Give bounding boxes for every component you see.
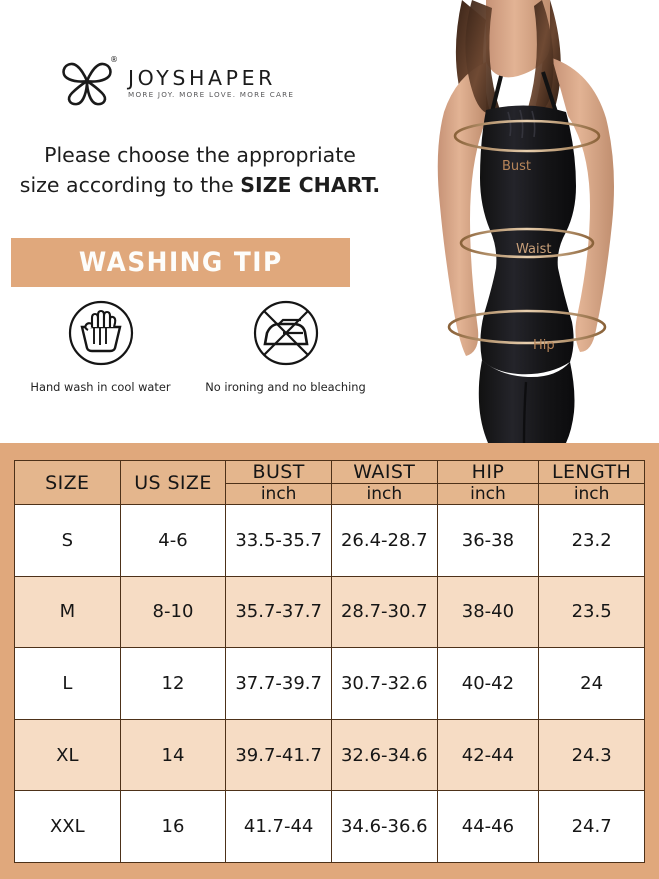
table-row: S 4-6 33.5-35.7 26.4-28.7 36-38 23.2	[14, 504, 645, 577]
cell-hip: 40-42	[436, 647, 540, 720]
table-row: XL 14 39.7-41.7 32.6-34.6 42-44 24.3	[14, 718, 645, 792]
cell-length: 24.7	[538, 790, 645, 863]
cell-us: 16	[119, 790, 227, 863]
measurement-label-bust: Bust	[502, 159, 531, 174]
brand-logo-text: JOYSHAPER MORE JOY. MORE LOVE. MORE CARE	[128, 64, 294, 99]
care-item-no-iron: No ironing and no bleaching	[193, 300, 378, 410]
cell-us: 8-10	[119, 575, 227, 649]
cell-us: 14	[119, 718, 227, 792]
butterfly-loops-logo-icon: ®	[58, 55, 118, 107]
header-unit-waist: inch	[330, 483, 438, 505]
cell-bust: 41.7-44	[225, 790, 332, 863]
left-info-column: ® JOYSHAPER MORE JOY. MORE LOVE. MORE CA…	[0, 0, 400, 443]
cell-length: 24.3	[538, 718, 645, 792]
brand-name: JOYSHAPER	[128, 65, 276, 90]
table-body: S 4-6 33.5-35.7 26.4-28.7 36-38 23.2 M 8…	[14, 504, 645, 863]
cell-size: XL	[14, 718, 121, 792]
table-head: SIZE US SIZE BUST WAIST HIP LENGTH inch …	[14, 460, 645, 505]
cell-length: 23.5	[538, 575, 645, 649]
header-bust: BUST	[225, 460, 332, 484]
care-instructions: Hand wash in cool water No ironing and n…	[0, 300, 390, 410]
registered-mark: ®	[110, 55, 118, 64]
header-unit-bust: inch	[225, 483, 332, 505]
cell-us: 12	[119, 647, 227, 720]
table-row: XXL 16 41.7-44 34.6-36.6 44-46 24.7	[14, 790, 645, 863]
table-row: M 8-10 35.7-37.7 28.7-30.7 38-40 23.5	[14, 575, 645, 649]
size-chart-emphasis: SIZE CHART.	[240, 173, 381, 197]
header-length: LENGTH	[538, 460, 645, 484]
cell-bust: 35.7-37.7	[225, 575, 332, 649]
heading-line-2-prefix: size according to the	[19, 173, 241, 197]
hand-wash-icon	[68, 300, 134, 370]
cell-size: M	[14, 575, 121, 649]
care-caption-hand-wash: Hand wash in cool water	[30, 380, 171, 394]
table-header-row-1: SIZE US SIZE BUST WAIST HIP LENGTH	[14, 460, 645, 505]
measurement-label-hip: Hip	[533, 338, 555, 353]
cell-us: 4-6	[119, 504, 227, 577]
cell-hip: 42-44	[436, 718, 540, 792]
top-section: ® JOYSHAPER MORE JOY. MORE LOVE. MORE CA…	[0, 0, 659, 443]
cell-bust: 37.7-39.7	[225, 647, 332, 720]
size-chart-section: SIZE US SIZE BUST WAIST HIP LENGTH inch …	[0, 443, 659, 879]
header-waist: WAIST	[330, 460, 438, 484]
table-row: L 12 37.7-39.7 30.7-32.6 40-42 24	[14, 647, 645, 720]
cell-bust: 39.7-41.7	[225, 718, 332, 792]
cell-hip: 38-40	[436, 575, 540, 649]
washing-tip-banner: WASHING TIP	[11, 238, 350, 287]
header-unit-length: inch	[538, 483, 645, 505]
measurement-label-waist: Waist	[516, 242, 551, 257]
model-photo: Bust Waist Hip	[400, 0, 659, 443]
cell-hip: 36-38	[436, 504, 540, 577]
cell-hip: 44-46	[436, 790, 540, 863]
cell-size: XXL	[14, 790, 121, 863]
page-heading: Please choose the appropriate size accor…	[0, 140, 400, 200]
cell-length: 23.2	[538, 504, 645, 577]
brand-tagline: MORE JOY. MORE LOVE. MORE CARE	[128, 90, 295, 100]
cell-length: 24	[538, 647, 645, 720]
cell-waist: 28.7-30.7	[330, 575, 438, 649]
header-hip: HIP	[436, 460, 540, 484]
heading-line-1: Please choose the appropriate	[44, 143, 356, 167]
size-chart-table: SIZE US SIZE BUST WAIST HIP LENGTH inch …	[14, 460, 645, 863]
washing-tip-title: WASHING TIP	[78, 247, 283, 278]
cell-waist: 32.6-34.6	[330, 718, 438, 792]
care-item-hand-wash: Hand wash in cool water	[8, 300, 193, 410]
header-size: SIZE	[14, 460, 121, 505]
heading-line-2: size according to the SIZE CHART.	[0, 170, 400, 200]
care-caption-no-iron: No ironing and no bleaching	[205, 380, 366, 394]
cell-size: S	[14, 504, 121, 577]
cell-waist: 30.7-32.6	[330, 647, 438, 720]
table-header-row-2: inch inch inch inch	[15, 483, 645, 505]
no-iron-no-bleach-icon	[253, 300, 319, 370]
cell-size: L	[14, 647, 121, 720]
header-us-size: US SIZE	[119, 460, 227, 505]
cell-waist: 34.6-36.6	[330, 790, 438, 863]
cell-bust: 33.5-35.7	[225, 504, 332, 577]
cell-waist: 26.4-28.7	[330, 504, 438, 577]
brand-logo: ® JOYSHAPER MORE JOY. MORE LOVE. MORE CA…	[58, 52, 358, 110]
header-unit-hip: inch	[436, 483, 540, 505]
